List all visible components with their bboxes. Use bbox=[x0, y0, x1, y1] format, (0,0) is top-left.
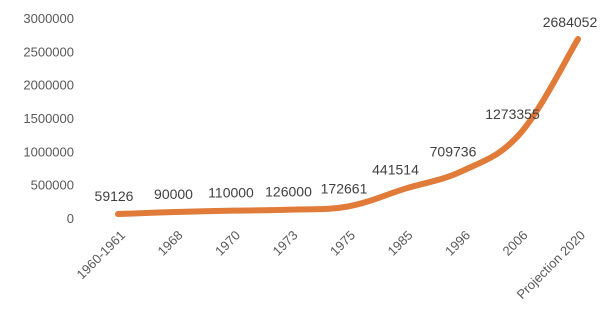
data-point bbox=[288, 207, 293, 213]
y-tick-label: 3000000 bbox=[23, 11, 74, 26]
data-point bbox=[518, 130, 523, 136]
y-axis-tick-labels: 0 500000 1000000 1500000 2000000 2500000 30000… bbox=[23, 11, 74, 226]
data-label: 110000 bbox=[208, 185, 254, 201]
data-label: 172661 bbox=[321, 180, 368, 196]
data-label: 59126 bbox=[95, 188, 134, 204]
y-tick-label: 2000000 bbox=[23, 78, 74, 93]
data-point bbox=[173, 209, 178, 215]
data-point bbox=[345, 203, 351, 209]
data-label: 709736 bbox=[430, 144, 477, 160]
x-tick-label: 2006 bbox=[500, 228, 531, 259]
data-label: 126000 bbox=[265, 184, 312, 200]
data-point bbox=[403, 186, 408, 192]
y-tick-label: 500000 bbox=[31, 178, 74, 193]
y-tick-label: 1000000 bbox=[23, 144, 74, 159]
series-line-group bbox=[115, 36, 581, 218]
data-label: 90000 bbox=[154, 186, 193, 202]
x-axis-tick-labels: 1960-1961 1968 1970 1973 1975 1985 1996 2006Pro… bbox=[74, 228, 589, 302]
x-tick-label: 1960-1961 bbox=[74, 228, 129, 283]
data-point bbox=[115, 211, 121, 217]
data-label: 441514 bbox=[372, 162, 419, 178]
x-tick-label: 1996 bbox=[442, 228, 473, 259]
x-tick-label: 1975 bbox=[327, 228, 358, 259]
x-tick-label: 1968 bbox=[155, 228, 186, 259]
y-tick-label: 0 bbox=[67, 211, 74, 226]
y-tick-label: 1500000 bbox=[23, 111, 74, 126]
data-point bbox=[230, 208, 236, 214]
data-point bbox=[460, 168, 466, 174]
x-tick-label: 1973 bbox=[270, 228, 301, 259]
data-label: 2684052 bbox=[543, 14, 598, 30]
x-tick-label: 1985 bbox=[385, 228, 416, 259]
data-point bbox=[575, 36, 581, 42]
data-label: 1273355 bbox=[485, 106, 540, 122]
x-tick-label: 1970 bbox=[212, 228, 243, 259]
y-tick-label: 2500000 bbox=[23, 44, 74, 59]
